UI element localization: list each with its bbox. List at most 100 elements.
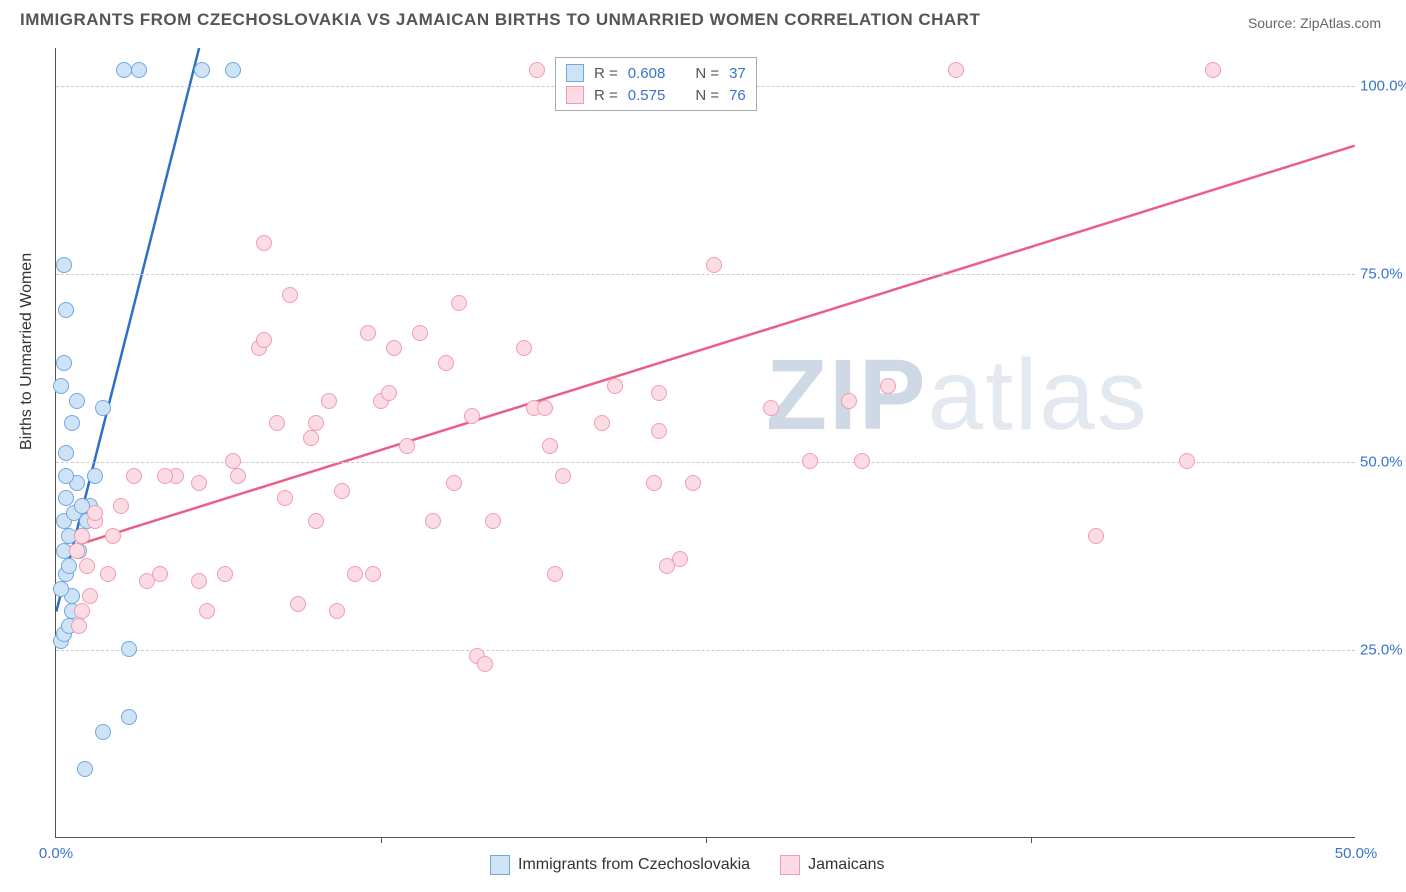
plot-area: ZIPatlas 25.0%50.0%75.0%100.0%0.0%50.0% bbox=[55, 48, 1355, 838]
scatter-point bbox=[282, 287, 298, 303]
scatter-point bbox=[516, 340, 532, 356]
scatter-point bbox=[100, 566, 116, 582]
scatter-point bbox=[199, 603, 215, 619]
scatter-point bbox=[854, 453, 870, 469]
legend-n-label: N = bbox=[695, 87, 719, 104]
scatter-point bbox=[706, 257, 722, 273]
scatter-point bbox=[194, 62, 210, 78]
regression-line bbox=[56, 48, 199, 612]
legend-stat-row: R = 0.575 N = 76 bbox=[566, 84, 746, 106]
scatter-point bbox=[547, 566, 563, 582]
scatter-point bbox=[69, 543, 85, 559]
scatter-point bbox=[53, 378, 69, 394]
scatter-point bbox=[64, 415, 80, 431]
scatter-point bbox=[329, 603, 345, 619]
scatter-point bbox=[74, 603, 90, 619]
scatter-point bbox=[95, 724, 111, 740]
scatter-point bbox=[321, 393, 337, 409]
regression-lines-layer bbox=[56, 48, 1355, 837]
scatter-point bbox=[412, 325, 428, 341]
scatter-point bbox=[61, 558, 77, 574]
scatter-point bbox=[77, 761, 93, 777]
scatter-point bbox=[79, 558, 95, 574]
scatter-point bbox=[555, 468, 571, 484]
y-tick-label: 100.0% bbox=[1360, 77, 1406, 94]
legend-swatch bbox=[566, 64, 584, 82]
scatter-point bbox=[334, 483, 350, 499]
scatter-point bbox=[230, 468, 246, 484]
legend-series-label: Immigrants from Czechoslovakia bbox=[518, 856, 750, 873]
chart-title: IMMIGRANTS FROM CZECHOSLOVAKIA VS JAMAIC… bbox=[20, 10, 980, 30]
gridline bbox=[56, 462, 1355, 463]
correlation-legend: R =0.608N =37R =0.575N =76 bbox=[555, 57, 757, 111]
y-axis-label: Births to Unmarried Women bbox=[18, 253, 36, 450]
scatter-point bbox=[105, 528, 121, 544]
legend-r-value: 0.575 bbox=[628, 87, 666, 104]
scatter-point bbox=[841, 393, 857, 409]
scatter-point bbox=[87, 505, 103, 521]
scatter-point bbox=[74, 528, 90, 544]
gridline bbox=[56, 274, 1355, 275]
scatter-point bbox=[360, 325, 376, 341]
scatter-point bbox=[217, 566, 233, 582]
scatter-point bbox=[446, 475, 462, 491]
scatter-point bbox=[948, 62, 964, 78]
scatter-point bbox=[131, 62, 147, 78]
scatter-point bbox=[56, 257, 72, 273]
x-tick-mark bbox=[1031, 837, 1032, 843]
scatter-point bbox=[256, 235, 272, 251]
scatter-point bbox=[225, 62, 241, 78]
scatter-point bbox=[58, 302, 74, 318]
x-tick-mark bbox=[706, 837, 707, 843]
watermark: ZIPatlas bbox=[766, 338, 1149, 453]
y-tick-label: 75.0% bbox=[1360, 265, 1406, 282]
legend-n-label: N = bbox=[695, 65, 719, 82]
scatter-point bbox=[542, 438, 558, 454]
series-legend: Immigrants from Czechoslovakia Jamaicans bbox=[490, 855, 885, 875]
scatter-point bbox=[802, 453, 818, 469]
scatter-point bbox=[529, 62, 545, 78]
watermark-suffix: atlas bbox=[928, 339, 1149, 451]
scatter-point bbox=[399, 438, 415, 454]
scatter-point bbox=[672, 551, 688, 567]
scatter-point bbox=[126, 468, 142, 484]
scatter-point bbox=[157, 468, 173, 484]
scatter-point bbox=[308, 415, 324, 431]
scatter-point bbox=[191, 475, 207, 491]
scatter-point bbox=[537, 400, 553, 416]
scatter-point bbox=[71, 618, 87, 634]
scatter-point bbox=[485, 513, 501, 529]
scatter-point bbox=[82, 588, 98, 604]
scatter-point bbox=[53, 581, 69, 597]
legend-r-label: R = bbox=[594, 87, 618, 104]
scatter-point bbox=[685, 475, 701, 491]
chart-source: Source: ZipAtlas.com bbox=[1248, 15, 1381, 31]
scatter-point bbox=[438, 355, 454, 371]
scatter-point bbox=[113, 498, 129, 514]
scatter-point bbox=[451, 295, 467, 311]
scatter-point bbox=[152, 566, 168, 582]
scatter-point bbox=[116, 62, 132, 78]
scatter-point bbox=[1088, 528, 1104, 544]
legend-r-label: R = bbox=[594, 65, 618, 82]
scatter-point bbox=[651, 423, 667, 439]
scatter-point bbox=[269, 415, 285, 431]
scatter-point bbox=[69, 393, 85, 409]
legend-swatch bbox=[566, 86, 584, 104]
scatter-point bbox=[594, 415, 610, 431]
scatter-point bbox=[121, 709, 137, 725]
scatter-point bbox=[277, 490, 293, 506]
scatter-point bbox=[347, 566, 363, 582]
legend-n-value: 76 bbox=[729, 87, 746, 104]
scatter-point bbox=[651, 385, 667, 401]
scatter-point bbox=[121, 641, 137, 657]
legend-series-item: Immigrants from Czechoslovakia bbox=[490, 855, 750, 875]
y-tick-label: 50.0% bbox=[1360, 453, 1406, 470]
scatter-point bbox=[225, 453, 241, 469]
scatter-point bbox=[763, 400, 779, 416]
legend-series-item: Jamaicans bbox=[780, 855, 884, 875]
legend-n-value: 37 bbox=[729, 65, 746, 82]
scatter-point bbox=[1205, 62, 1221, 78]
scatter-point bbox=[381, 385, 397, 401]
x-tick-label: 50.0% bbox=[1335, 845, 1378, 862]
